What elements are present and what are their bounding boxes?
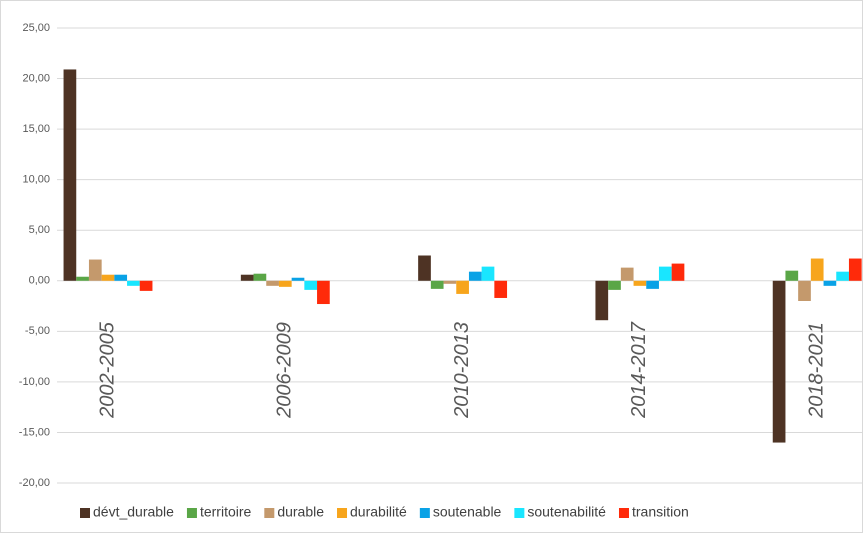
- legend-swatch: [419, 508, 430, 518]
- bar: [494, 280, 508, 298]
- x-tick-label: 2014-2017: [628, 321, 650, 419]
- x-tick-label: 2018-2021: [805, 322, 827, 419]
- bar: [76, 276, 89, 281]
- bar: [468, 271, 482, 281]
- legend-swatch: [337, 508, 348, 518]
- bar: [266, 280, 279, 286]
- bar: [646, 280, 659, 289]
- bar: [304, 280, 318, 290]
- bar: [88, 259, 102, 281]
- y-tick-label: -20,00: [19, 477, 50, 489]
- bar: [278, 280, 292, 287]
- bar: [430, 280, 444, 289]
- bar: [481, 266, 495, 281]
- bar: [317, 280, 330, 305]
- y-tick-label: 20,00: [22, 72, 50, 84]
- bar: [810, 258, 824, 281]
- bar: [772, 280, 786, 443]
- bar: [798, 280, 811, 301]
- y-tick-label: 0,00: [29, 275, 50, 287]
- bar: [139, 280, 153, 291]
- bar: [823, 280, 837, 286]
- y-tick-label: -10,00: [19, 376, 50, 388]
- bar: [671, 263, 685, 281]
- bar: [101, 274, 115, 281]
- legend-label: territoire: [200, 504, 252, 520]
- bar: [608, 280, 621, 290]
- x-tick-label: 2006-2009: [274, 322, 296, 419]
- y-tick-label: 15,00: [22, 123, 50, 135]
- legend-label: soutenable: [433, 504, 502, 520]
- x-tick-label: 2002-2005: [96, 321, 118, 419]
- legend-swatch: [618, 508, 629, 518]
- bar: [836, 271, 849, 281]
- bar: [443, 280, 457, 284]
- x-tick-label: 2010-2013: [451, 322, 473, 419]
- legend-swatch: [80, 508, 90, 518]
- legend-label: durable: [277, 504, 324, 520]
- bar: [620, 267, 634, 281]
- y-tick-label: 10,00: [22, 174, 50, 186]
- bar: [63, 69, 77, 281]
- y-tick-label: 25,00: [22, 22, 50, 34]
- bar: [785, 270, 799, 281]
- bar: [456, 280, 469, 294]
- legend-label: soutenabilité: [527, 504, 606, 520]
- bar: [240, 274, 254, 281]
- bar: [848, 258, 862, 281]
- y-tick-label: -5,00: [25, 325, 50, 337]
- legend-label: transition: [632, 504, 689, 520]
- legend-label: dévt_durable: [93, 504, 174, 520]
- legend-swatch: [514, 508, 525, 518]
- legend-swatch: [264, 508, 275, 518]
- bar: [595, 280, 609, 321]
- y-tick-label: 5,00: [29, 224, 50, 236]
- legend-label: durabilité: [350, 504, 407, 520]
- bar: [291, 277, 305, 281]
- y-tick-label: -15,00: [19, 426, 50, 438]
- legend-swatch: [186, 508, 197, 518]
- bar: [253, 273, 267, 281]
- bar: [114, 274, 128, 281]
- bar: [633, 280, 647, 286]
- bar: [127, 280, 140, 286]
- bar: [658, 266, 672, 281]
- bar: [418, 255, 431, 281]
